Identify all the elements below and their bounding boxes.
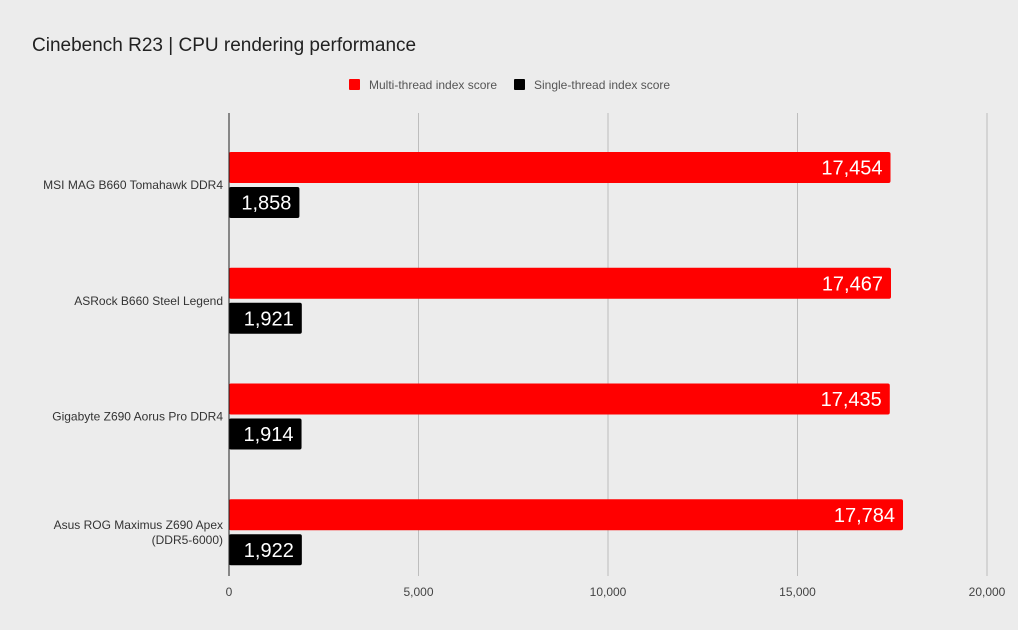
- bar: [229, 302, 302, 334]
- grid-lines: [418, 113, 988, 576]
- bar: [229, 187, 300, 218]
- category-label: (DDR5-6000): [152, 533, 223, 547]
- x-tick-label: 5,000: [403, 585, 433, 599]
- category-labels: MSI MAG B660 Tomahawk DDR4 ASRock B660 St…: [43, 178, 223, 547]
- x-tick-label: 10,000: [590, 585, 627, 599]
- legend-swatch: [349, 79, 360, 90]
- bar: [229, 267, 891, 299]
- bar-value-label: 1,921: [244, 308, 294, 330]
- legend-swatch: [514, 79, 525, 90]
- legend: Multi-thread index score Single-thread in…: [349, 78, 670, 92]
- category-label: Gigabyte Z690 Aorus Pro DDR4: [52, 410, 223, 424]
- x-axis-ticks: 0 5,000 10,000 15,000 20,000: [226, 585, 1006, 599]
- legend-label: Single-thread index score: [534, 78, 670, 92]
- x-tick-label: 20,000: [969, 585, 1006, 599]
- bar-value-label: 17,454: [821, 158, 882, 180]
- bar: [229, 499, 904, 531]
- bar: [229, 418, 302, 450]
- x-tick-label: 15,000: [779, 585, 816, 599]
- category-label: Asus ROG Maximus Z690 Apex: [54, 518, 223, 532]
- bars: 17,454 1,858 17,467 1,921 17,435 1,914 17,784 1…: [229, 152, 904, 566]
- bar: [229, 534, 302, 566]
- category-label: MSI MAG B660 Tomahawk DDR4: [43, 178, 223, 192]
- bar-value-label: 17,435: [821, 389, 882, 411]
- chart-title: Cinebench R23 | CPU rendering performanc…: [32, 35, 416, 56]
- bar-value-label: 1,858: [241, 193, 291, 215]
- bar-value-label: 17,467: [822, 273, 883, 295]
- category-label: ASRock B660 Steel Legend: [74, 294, 223, 308]
- legend-label: Multi-thread index score: [369, 78, 497, 92]
- bar-value-label: 1,914: [243, 424, 293, 446]
- x-tick-label: 0: [226, 585, 233, 599]
- bar: [229, 152, 891, 183]
- bar-value-label: 1,922: [244, 540, 294, 562]
- bar-value-label: 17,784: [834, 505, 895, 527]
- bar: [229, 383, 890, 415]
